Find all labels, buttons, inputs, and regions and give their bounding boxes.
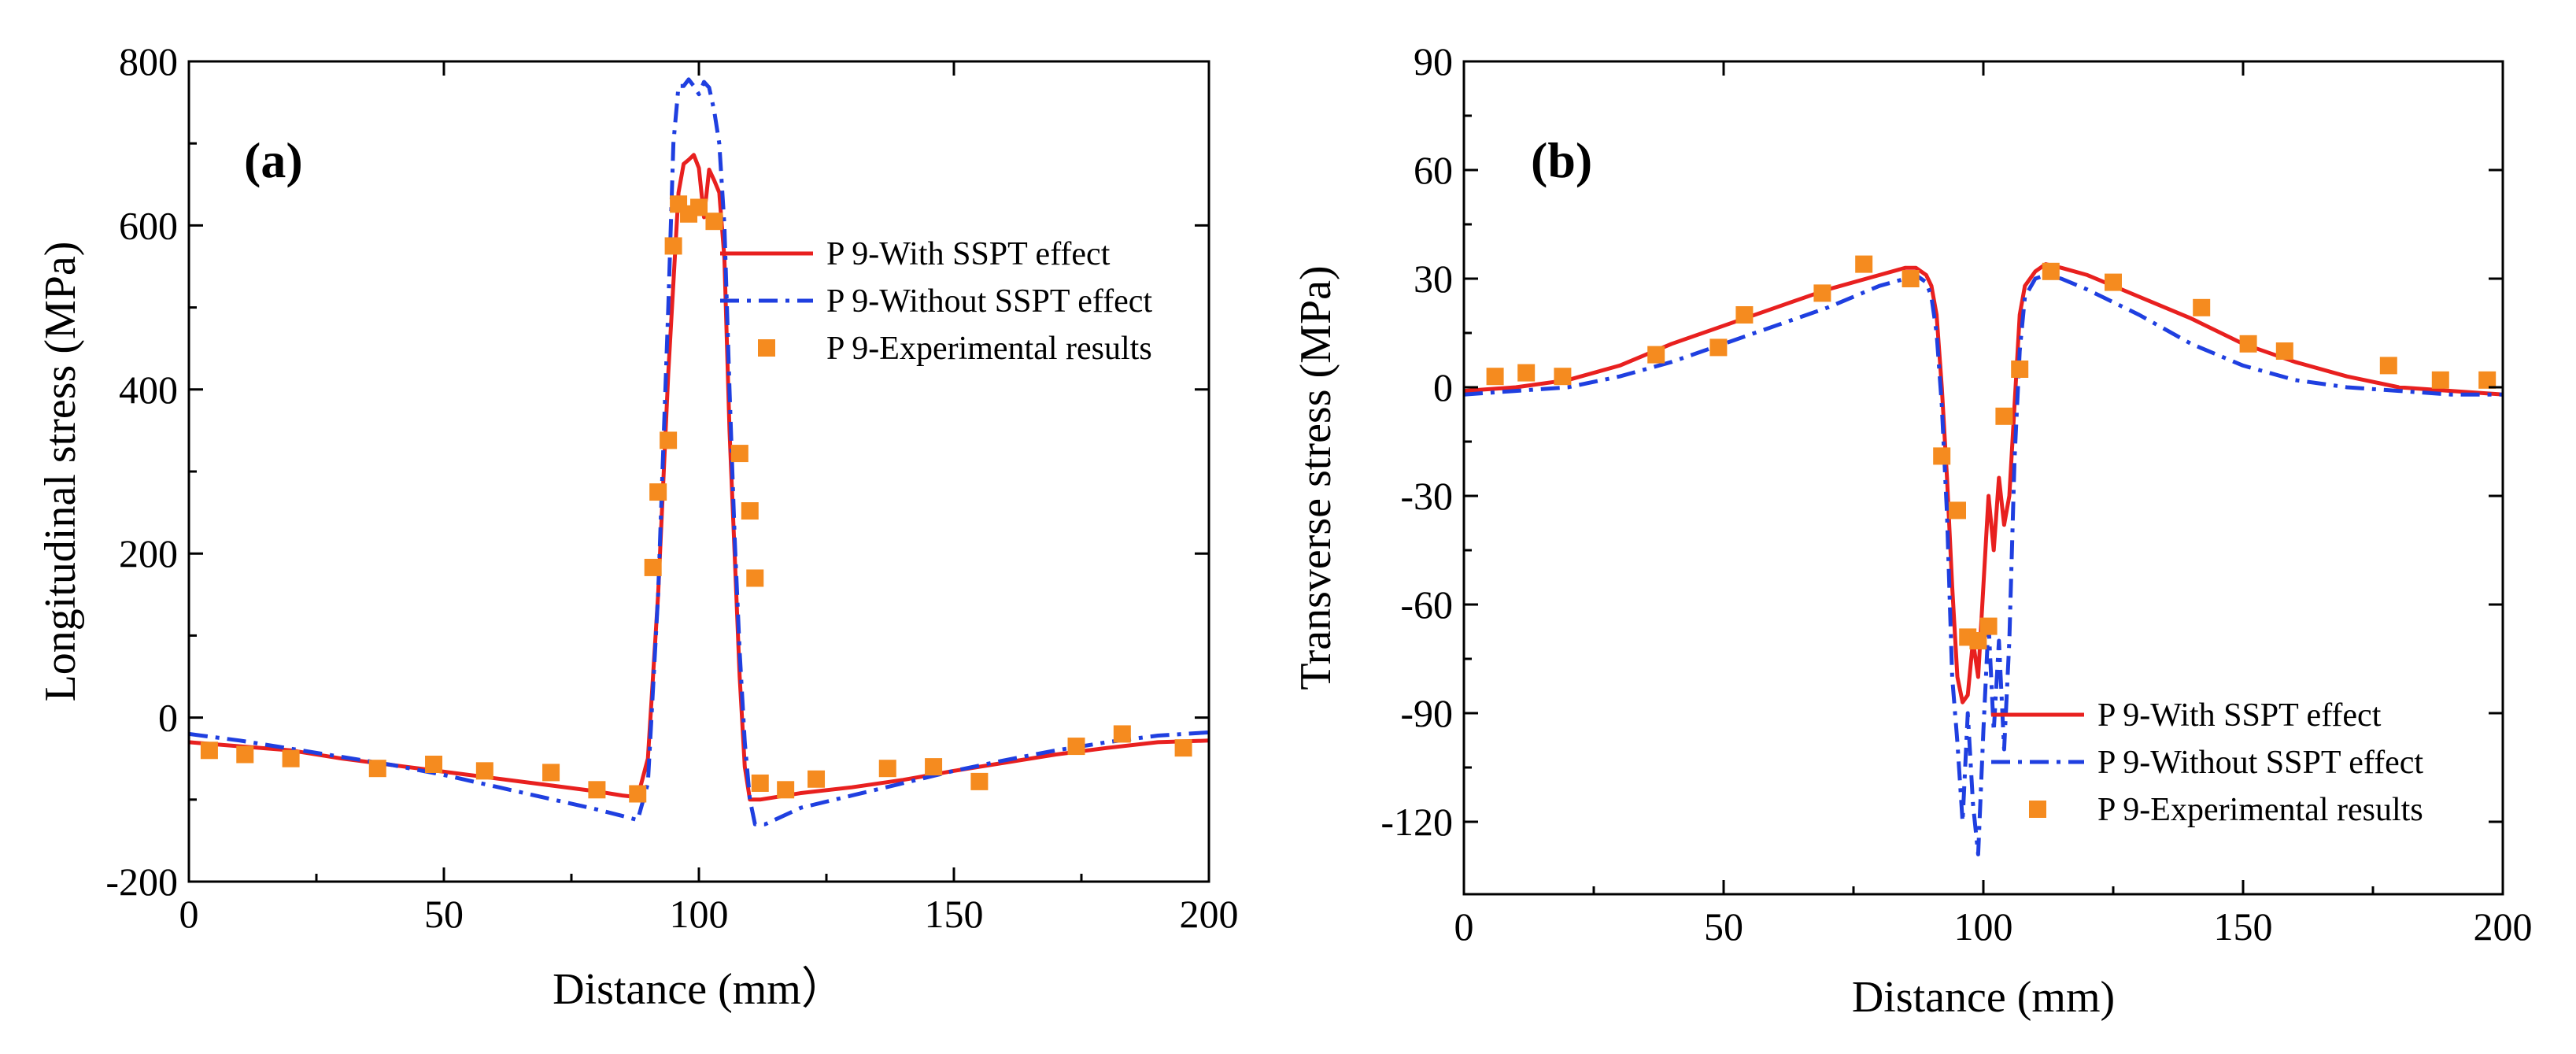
- y-tick-label: -120: [1380, 800, 1453, 844]
- y-tick-label: 60: [1414, 148, 1453, 192]
- x-axis-title: Distance (mm): [1852, 973, 2115, 1022]
- experimental-data-point: [1113, 725, 1131, 743]
- experimental-data-point: [2478, 371, 2497, 389]
- experimental-data-point: [588, 781, 606, 799]
- series-line-without-sspt: [1464, 272, 2503, 856]
- experimental-data-point: [705, 213, 723, 231]
- legend-label: P 9-Without SSPT effect: [826, 283, 1152, 320]
- experimental-data-point: [1995, 407, 2013, 425]
- experimental-data-point: [1067, 738, 1085, 756]
- legend-label: P 9-With SSPT effect: [826, 236, 1111, 272]
- x-axis-title: Distance (mm）: [553, 965, 845, 1014]
- experimental-data-point: [660, 431, 678, 449]
- series-line-with-sspt: [189, 153, 1209, 802]
- legend-label: P 9-Without SSPT effect: [2097, 745, 2423, 781]
- x-tick-label: 50: [424, 892, 464, 936]
- experimental-data-point: [2239, 335, 2257, 353]
- experimental-data-point: [1709, 338, 1728, 357]
- experimental-data-point: [925, 758, 943, 776]
- legend: P 9-With SSPT effect P 9-Without SSPT eff…: [720, 236, 1152, 367]
- experimental-data-point: [1486, 368, 1504, 386]
- experimental-data-point: [808, 770, 826, 788]
- experimental-data-point: [878, 760, 896, 778]
- y-tick-label: 0: [158, 696, 178, 740]
- x-tick-label: 200: [2474, 904, 2533, 949]
- x-tick-label: 150: [2214, 904, 2273, 949]
- legend-marker-experimental: [758, 339, 775, 357]
- experimental-data-point: [1647, 346, 1665, 364]
- x-tick-label: 0: [1454, 904, 1474, 949]
- y-axis-title: Longitudinal stress (MPa): [36, 242, 85, 702]
- panel-b: 0 50 100 150 200 -120 -90 -60 -30 0 30 60 90 Distance…: [1292, 39, 2533, 1022]
- experimental-data-point: [368, 760, 386, 778]
- legend-label: P 9-Experimental results: [2097, 792, 2423, 828]
- y-tick-label: 600: [119, 203, 178, 247]
- y-tick-label: 200: [119, 531, 178, 575]
- legend: P 9-With SSPT effect P 9-Without SSPT eff…: [1991, 697, 2423, 828]
- y-tick-label: 400: [119, 368, 178, 412]
- y-tick-label: -60: [1400, 582, 1453, 627]
- experimental-data-point: [1855, 255, 1873, 273]
- experimental-data-point: [2011, 361, 2029, 378]
- panel-label: (b): [1531, 132, 1592, 188]
- experimental-data-point: [690, 198, 708, 216]
- experimental-data-point: [664, 237, 682, 255]
- x-tick-label: 0: [179, 892, 199, 936]
- experimental-data-point: [425, 755, 443, 773]
- experimental-data-point: [1979, 617, 1998, 635]
- experimental-data-point: [2105, 273, 2122, 291]
- series-line-without-sspt: [189, 77, 1209, 827]
- experimental-data-point: [2275, 342, 2293, 360]
- experimental-markers: [1486, 255, 2497, 649]
- y-axis-title: Transverse stress (MPa): [1292, 265, 1340, 690]
- experimental-data-point: [751, 774, 769, 792]
- experimental-data-point: [1902, 270, 1920, 287]
- experimental-data-point: [1969, 632, 1987, 649]
- experimental-data-point: [236, 745, 254, 764]
- experimental-data-point: [2042, 262, 2060, 280]
- experimental-data-point: [730, 445, 748, 463]
- x-tick-label: 200: [1180, 892, 1239, 936]
- experimental-data-point: [1813, 284, 1831, 302]
- experimental-data-point: [1735, 306, 1754, 324]
- experimental-data-point: [2431, 371, 2449, 389]
- legend-label: P 9-With SSPT effect: [2097, 697, 2382, 734]
- y-tick-label: 90: [1414, 39, 1453, 83]
- experimental-data-point: [1174, 739, 1192, 757]
- experimental-data-point: [777, 781, 795, 799]
- experimental-data-point: [629, 785, 647, 803]
- y-tick-label: -200: [105, 860, 178, 904]
- panel-label: (a): [244, 132, 303, 188]
- experimental-data-point: [1517, 364, 1536, 382]
- x-tick-label: 150: [925, 892, 984, 936]
- experimental-data-point: [1949, 501, 1966, 520]
- experimental-data-point: [282, 749, 300, 767]
- experimental-data-point: [2379, 357, 2397, 375]
- experimental-data-point: [542, 764, 560, 782]
- experimental-data-point: [644, 558, 662, 576]
- y-tick-label: 800: [119, 39, 178, 83]
- y-tick-label: 30: [1414, 257, 1453, 301]
- experimental-data-point: [746, 569, 764, 587]
- y-tick-label: 0: [1433, 365, 1453, 409]
- experimental-data-point: [970, 772, 989, 790]
- experimental-data-point: [2193, 298, 2211, 316]
- experimental-data-point: [1933, 447, 1951, 465]
- legend-marker-experimental: [2029, 801, 2046, 818]
- experimental-data-point: [649, 483, 667, 501]
- x-tick-label: 100: [1954, 904, 2013, 949]
- y-tick-label: -90: [1400, 691, 1453, 735]
- x-tick-label: 50: [1704, 904, 1743, 949]
- experimental-data-point: [741, 502, 759, 520]
- experimental-markers: [200, 195, 1192, 803]
- experimental-data-point: [475, 762, 493, 780]
- y-tick-label: -30: [1400, 474, 1453, 518]
- experimental-data-point: [200, 741, 218, 760]
- experimental-data-point: [1554, 368, 1572, 386]
- x-tick-label: 100: [670, 892, 729, 936]
- legend-label: P 9-Experimental results: [826, 331, 1152, 367]
